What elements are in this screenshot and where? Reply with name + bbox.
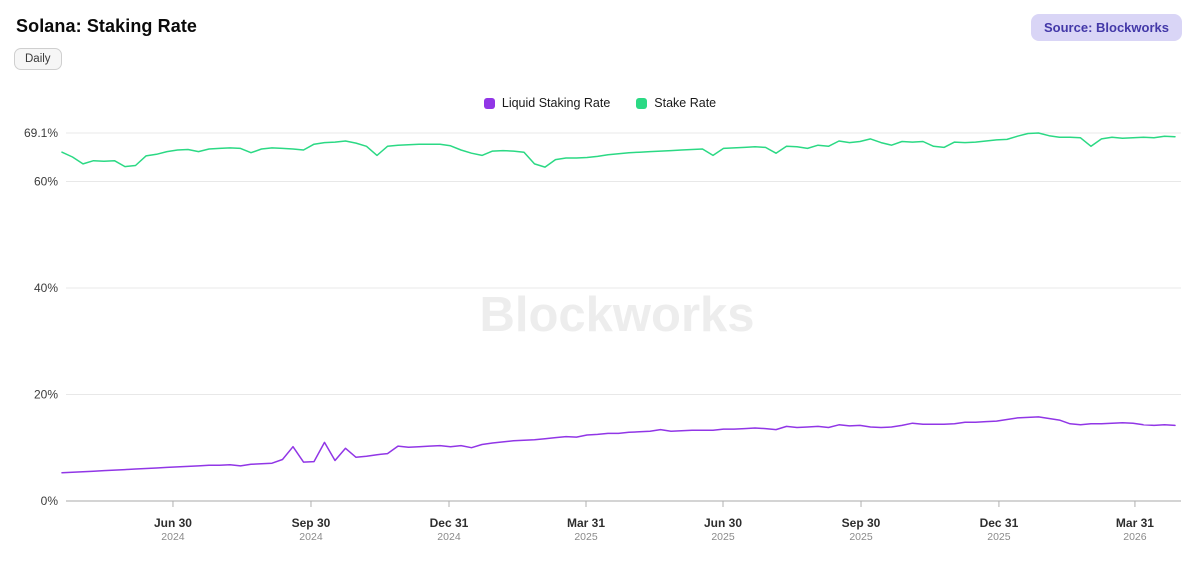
watermark-text: Blockworks [479,288,754,342]
x-axis-tick-year: 2024 [437,531,461,543]
x-axis-tick-year: 2026 [1123,531,1147,543]
x-axis-tick-year: 2024 [299,531,323,543]
series-line-liquid-staking-rate [61,416,1176,474]
legend-item-stake-rate[interactable]: Stake Rate [636,96,716,110]
legend-swatch-stake-rate [636,97,648,109]
y-axis-tick-label: 60% [34,174,58,188]
x-axis-tick-year: 2025 [987,531,1011,543]
y-axis-tick-label: 20% [34,387,58,401]
x-axis-tick-year: 2025 [574,531,598,543]
y-axis-tick-label: 40% [34,281,58,295]
x-axis-tick-label: Jun 30 [704,516,742,530]
x-axis-tick-year: 2025 [849,531,873,543]
daily-range-button[interactable]: Daily [14,48,62,70]
x-axis-tick-label: Dec 31 [980,516,1019,530]
y-axis-tick-label: 69.1% [24,126,58,140]
legend-swatch-liquid-staking-rate [483,97,495,109]
y-axis-tick-label: 0% [41,494,59,508]
x-axis-tick-label: Mar 31 [567,516,605,530]
legend-label-liquid-staking-rate: Liquid Staking Rate [501,96,611,110]
page-title: Solana: Staking Rate [16,16,198,36]
x-axis-tick-label: Mar 31 [1116,516,1154,530]
x-axis-tick-year: 2024 [161,531,185,543]
x-axis-tick-label: Dec 31 [430,516,469,530]
x-axis-tick-year: 2025 [711,531,735,543]
legend-label-stake-rate: Stake Rate [654,96,717,110]
series-line-stake-rate [61,132,1176,168]
x-axis-tick-label: Jun 30 [154,516,192,530]
x-axis-tick-label: Sep 30 [292,516,331,530]
chart-legend: Liquid Staking Rate Stake Rate [0,96,1200,110]
x-axis-tick-label: Sep 30 [842,516,881,530]
source-badge[interactable]: Source: Blockworks [1031,14,1182,41]
legend-item-liquid-staking-rate[interactable]: Liquid Staking Rate [483,96,611,110]
